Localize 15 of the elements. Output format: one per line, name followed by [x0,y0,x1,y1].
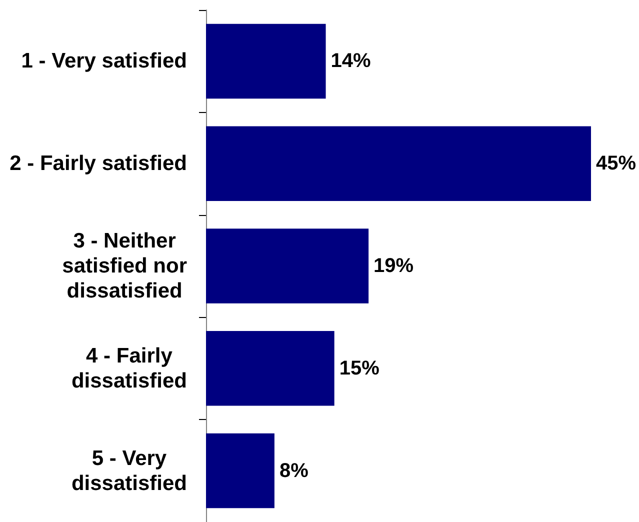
y-tick-label: 2 - Fairly satisfied [10,152,187,176]
data-label: 19% [374,255,414,277]
y-tick-label: 1 - Very satisfied [21,50,188,73]
bar [206,24,326,99]
data-label: 15% [339,357,380,380]
y-tick-label: 5 - Very dissatisfied [71,446,188,495]
data-label: 14% [330,50,372,72]
y-tick-label: 4 - Fairly dissatisfied [71,344,188,392]
bar [206,228,369,304]
bar [206,331,334,406]
data-label: 8% [279,460,309,482]
bar [206,433,274,508]
data-label: 45% [596,152,636,175]
y-tick-label: 3 - Neither satisfied nor dissatisfied [62,230,188,302]
bar [206,126,591,201]
